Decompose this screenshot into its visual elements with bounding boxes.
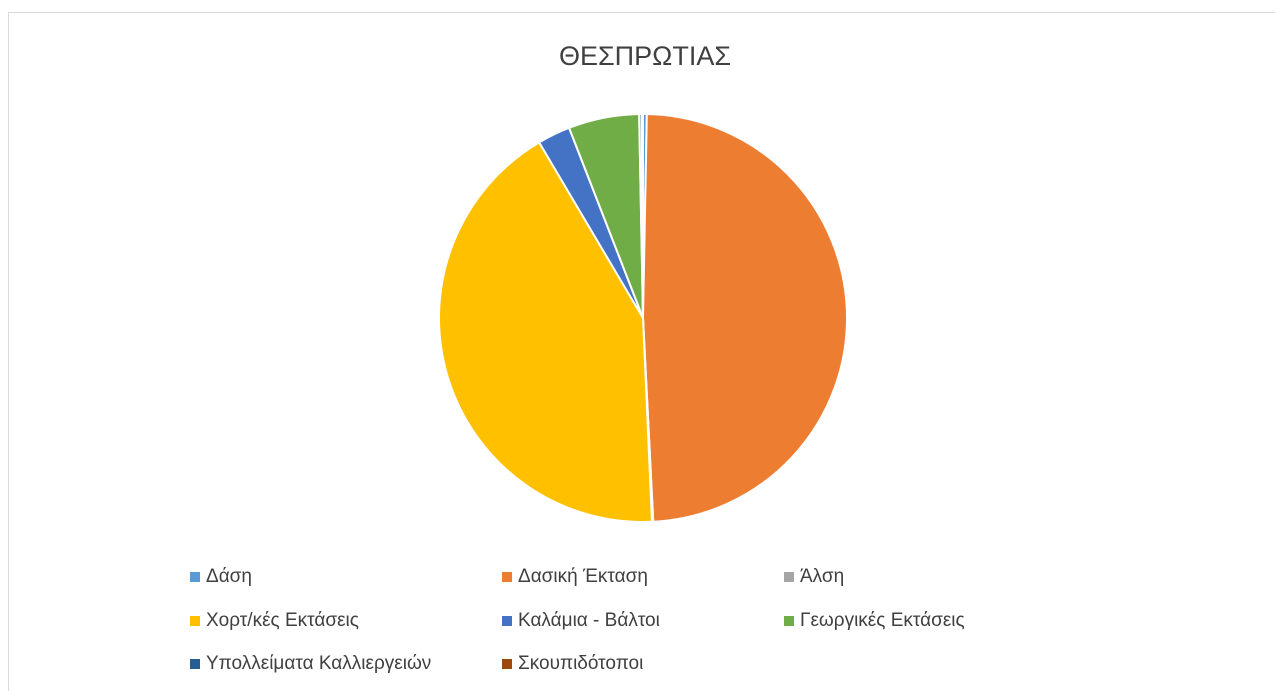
legend-swatch	[784, 572, 794, 582]
legend-label: Υπολλείματα Καλλιεργειών	[206, 653, 431, 674]
legend-label: Γεωργικές Εκτάσεις	[800, 610, 965, 631]
pie-slice	[641, 113, 848, 523]
legend-swatch	[190, 659, 200, 669]
legend-swatch	[502, 572, 512, 582]
legend-label: Καλάμια - Βάλτοι	[518, 610, 660, 631]
legend-label: Χορτ/κές Εκτάσεις	[206, 610, 359, 631]
legend-label: Άλση	[800, 566, 844, 587]
legend-swatch	[190, 572, 200, 582]
legend-swatch	[784, 616, 794, 626]
legend-label: Δάση	[206, 566, 252, 587]
legend-label: Δασική Έκταση	[518, 566, 648, 587]
legend-label: Σκουπιδότοποι	[518, 653, 643, 674]
legend-swatch	[502, 659, 512, 669]
pie-slice	[640, 112, 644, 319]
legend-swatch	[502, 616, 512, 626]
legend-swatch	[190, 616, 200, 626]
pie-slice	[438, 141, 654, 523]
chart-title: ΘΕΣΠΡΩΤΙΑΣ	[559, 41, 731, 71]
